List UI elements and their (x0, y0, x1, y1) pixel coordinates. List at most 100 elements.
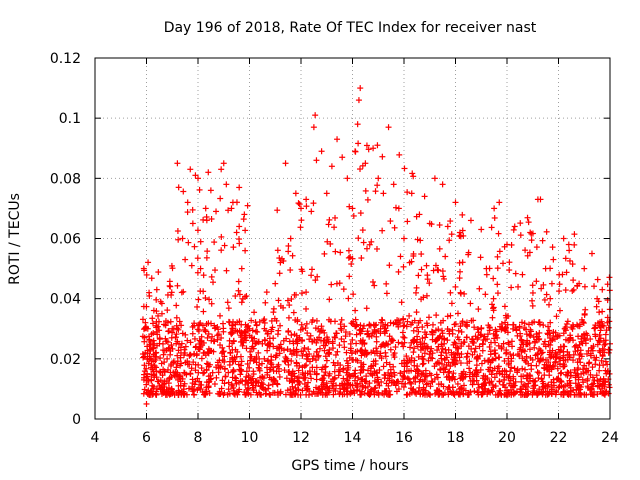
data-point (476, 285, 483, 292)
data-point (217, 364, 224, 371)
data-point (225, 386, 232, 393)
data-point (349, 356, 356, 363)
data-point (465, 251, 472, 258)
data-point (204, 248, 211, 255)
data-point (456, 275, 463, 282)
y-tick-label: 0.12 (50, 51, 81, 67)
data-point (523, 353, 530, 360)
data-point (288, 351, 295, 358)
data-point (241, 332, 248, 339)
data-point (175, 236, 182, 243)
data-point (426, 280, 433, 287)
data-point (601, 391, 608, 398)
data-point (410, 349, 417, 356)
data-point (329, 382, 336, 389)
data-point (314, 273, 321, 280)
data-point (404, 189, 411, 196)
data-point (233, 229, 240, 236)
data-point (592, 331, 599, 338)
data-point (374, 182, 381, 189)
data-point (570, 286, 577, 293)
data-point (400, 343, 407, 350)
data-point (253, 378, 260, 385)
data-point (367, 391, 374, 398)
data-point (203, 388, 210, 395)
data-point (246, 364, 253, 371)
data-point (416, 378, 423, 385)
data-point (490, 295, 497, 302)
data-point (566, 354, 573, 361)
data-point (523, 375, 530, 382)
data-point (433, 312, 440, 319)
data-point (422, 334, 429, 341)
y-tick-label: 0.08 (50, 171, 81, 187)
data-point (565, 241, 572, 248)
data-point (318, 366, 325, 373)
chart-title: Day 196 of 2018, Rate Of TEC Index for r… (164, 20, 537, 36)
data-point (517, 389, 524, 396)
data-point (353, 321, 360, 328)
data-point (510, 352, 517, 359)
data-point (402, 380, 409, 387)
data-point (357, 330, 364, 337)
data-point (510, 321, 517, 328)
data-point (406, 259, 413, 266)
data-point (477, 331, 484, 338)
data-point (414, 324, 421, 331)
data-point (422, 387, 429, 394)
data-point (419, 391, 426, 398)
data-point (390, 337, 397, 344)
data-point (358, 359, 365, 366)
data-point (548, 384, 555, 391)
data-point (543, 291, 550, 298)
data-point (167, 351, 174, 358)
data-point (302, 325, 309, 332)
data-point (472, 333, 479, 340)
data-point (400, 334, 407, 341)
data-point (534, 369, 541, 376)
data-point (458, 328, 465, 335)
data-point (439, 181, 446, 188)
data-point (242, 328, 249, 335)
data-point (187, 339, 194, 346)
data-point (429, 355, 436, 362)
data-point (519, 271, 526, 278)
data-point (412, 289, 419, 296)
data-point (522, 247, 529, 254)
data-point (153, 286, 160, 293)
data-point (309, 317, 316, 324)
data-point (527, 354, 534, 361)
data-point (164, 319, 171, 326)
data-point (291, 370, 298, 377)
data-point (445, 373, 452, 380)
data-point (221, 242, 228, 249)
data-point (173, 314, 180, 321)
data-point (244, 202, 251, 209)
data-point (287, 267, 294, 274)
data-point (253, 359, 260, 366)
data-point (298, 205, 304, 212)
data-point (425, 314, 432, 321)
data-point (501, 357, 508, 364)
data-points (139, 85, 613, 407)
data-point (217, 195, 224, 202)
data-point (193, 352, 200, 359)
data-point (273, 352, 280, 359)
data-point (447, 363, 454, 370)
data-point (383, 359, 390, 366)
data-point (392, 344, 399, 351)
data-point (527, 229, 534, 236)
data-point (532, 377, 539, 384)
data-point (238, 299, 245, 306)
data-point (221, 366, 228, 373)
data-point (474, 389, 481, 396)
data-point (139, 333, 146, 340)
data-point (511, 223, 518, 230)
data-point (329, 376, 336, 383)
data-point (379, 390, 386, 397)
data-point (489, 314, 496, 321)
data-point (338, 380, 345, 387)
data-point (417, 317, 424, 324)
data-point (437, 367, 444, 374)
data-point (140, 326, 147, 333)
